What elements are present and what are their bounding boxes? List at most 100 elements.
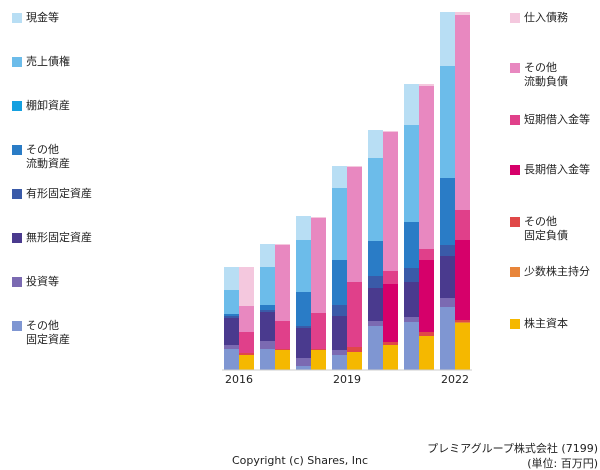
legend-swatch: [12, 145, 22, 155]
legend-swatch: [12, 13, 22, 23]
bar-segment: [455, 322, 470, 323]
bar-segment: [440, 298, 455, 307]
bar-segment: [296, 366, 311, 370]
legend-swatch: [12, 101, 22, 111]
bar-segment: [440, 256, 455, 298]
bar-segment: [383, 132, 398, 271]
bar-segment: [224, 318, 239, 345]
bar-segment: [404, 322, 419, 370]
bar-segment: [440, 12, 455, 66]
bar-segment: [311, 313, 326, 349]
bar-segment: [224, 316, 239, 318]
legend-label: 少数株主持分: [524, 265, 590, 278]
legend-swatch: [510, 13, 520, 23]
bar-segment: [296, 292, 311, 326]
legend-label: 投資等: [26, 275, 59, 288]
bar-segment: [224, 267, 239, 290]
bar-segment: [404, 222, 419, 268]
legend-label: 現金等: [26, 11, 59, 24]
legend-label: 仕入債務: [524, 11, 568, 24]
x-tick-label: 2022: [441, 373, 469, 386]
bar-segment: [239, 355, 254, 370]
bar-segment: [440, 66, 455, 178]
copyright: Copyright (c) Shares, Inc: [231, 454, 369, 467]
bar-segment: [332, 305, 347, 316]
legend-swatch: [12, 277, 22, 287]
bar-segment: [419, 260, 434, 332]
bar-segment: [347, 167, 362, 282]
bar-segment: [368, 241, 383, 276]
bar-segment: [311, 350, 326, 370]
bar-segment: [440, 245, 455, 256]
bar-segment: [239, 332, 254, 353]
bar-segment: [275, 349, 290, 350]
company: プレミアグループ株式会社 (7199): [427, 442, 598, 455]
bar-segment: [455, 12, 470, 15]
bar-segment: [275, 321, 290, 349]
legend-swatch: [12, 233, 22, 243]
legend-swatch: [510, 217, 520, 227]
bar-segment: [368, 326, 383, 370]
x-tick-label: 2019: [333, 373, 361, 386]
bar-segment: [440, 307, 455, 370]
bar-segment: [455, 323, 470, 370]
bar-segment: [224, 290, 239, 314]
bar-segment: [383, 342, 398, 345]
legend-label: その他 固定負債: [524, 215, 568, 242]
bar-segment: [404, 268, 419, 282]
bar-segment: [275, 245, 290, 321]
bar-segment: [347, 166, 362, 167]
legend-swatch: [510, 115, 520, 125]
legend-swatch: [510, 63, 520, 73]
legend-swatch: [510, 267, 520, 277]
bar-segment: [224, 314, 239, 316]
bar-segment: [239, 267, 254, 306]
legend-label: 売上債権: [26, 55, 70, 68]
bar-segment: [419, 249, 434, 260]
legend-swatch: [510, 319, 520, 329]
bar-segment: [440, 178, 455, 245]
legend-label: 無形固定資産: [26, 231, 92, 244]
legend-label: その他 流動負債: [524, 61, 568, 88]
x-tick-label: 2016: [225, 373, 253, 386]
legend-label: 棚卸資産: [26, 99, 70, 112]
bar-segment: [347, 347, 362, 352]
legend-swatch: [12, 321, 22, 331]
bar-segment: [260, 244, 275, 267]
bar-segment: [224, 349, 239, 370]
legend-swatch: [12, 57, 22, 67]
bar-segment: [296, 240, 311, 292]
bar-segment: [311, 349, 326, 350]
bar-segment: [383, 271, 398, 284]
legend-swatch: [510, 165, 520, 175]
bar-segment: [383, 345, 398, 370]
bar-segment: [311, 217, 326, 218]
bar-segment: [260, 312, 275, 341]
bar-segment: [296, 326, 311, 328]
bar-segment: [260, 305, 275, 310]
bar-segment: [368, 276, 383, 288]
bar-segment: [383, 131, 398, 132]
bar-segment: [332, 350, 347, 355]
legend-label: その他 流動資産: [26, 143, 70, 170]
unit: (単位: 百万円): [527, 457, 598, 470]
bar-segment: [332, 355, 347, 370]
bar-segment: [296, 216, 311, 240]
bar-segment: [260, 267, 275, 305]
bar-segment: [368, 321, 383, 326]
bar-segment: [224, 345, 239, 349]
legend-label: 有形固定資産: [26, 187, 92, 200]
bar-segment: [311, 218, 326, 313]
legend-label: 株主資本: [524, 317, 568, 330]
legend-label: 短期借入金等: [524, 113, 590, 126]
bar-segment: [239, 306, 254, 332]
bar-segment: [347, 282, 362, 347]
bar-segment: [404, 125, 419, 222]
legend-label: その他 固定資産: [26, 319, 70, 346]
bar-segment: [296, 328, 311, 358]
bar-segment: [404, 84, 419, 125]
bar-segment: [332, 166, 347, 188]
bar-segment: [332, 316, 347, 350]
